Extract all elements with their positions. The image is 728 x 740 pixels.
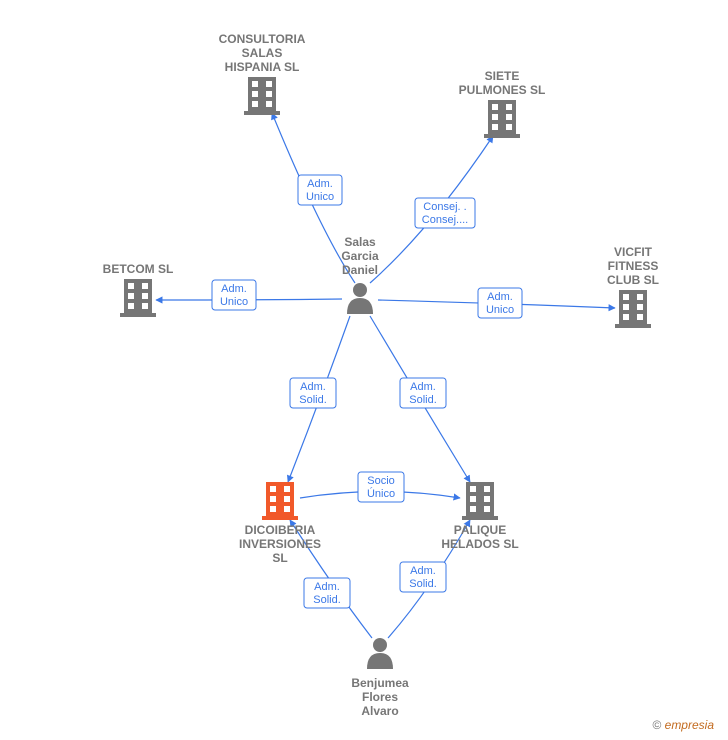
building-icon xyxy=(244,77,280,115)
node-label-salas: Daniel xyxy=(342,263,378,277)
node-label-palique: HELADOS SL xyxy=(441,537,518,551)
node-siete[interactable]: SIETEPULMONES SL xyxy=(459,69,546,138)
edge-label-salas-vicfit: Adm.Unico xyxy=(478,288,522,318)
building-icon xyxy=(462,482,498,520)
svg-text:Solid.: Solid. xyxy=(409,578,437,590)
node-label-consultoria: CONSULTORIA xyxy=(219,32,306,46)
edge-label-benjumea-palique: Adm.Solid. xyxy=(400,562,446,592)
edge-label-salas-betcom: Adm.Unico xyxy=(212,280,256,310)
building-icon xyxy=(615,290,651,328)
svg-text:Adm.: Adm. xyxy=(221,283,247,295)
svg-text:Adm.: Adm. xyxy=(487,291,513,303)
svg-text:Unico: Unico xyxy=(486,304,514,316)
node-label-salas: Salas xyxy=(344,235,376,249)
node-label-betcom: BETCOM SL xyxy=(103,262,174,276)
svg-text:Adm.: Adm. xyxy=(300,381,326,393)
edge-label-salas-consultoria: Adm.Unico xyxy=(298,175,342,205)
node-benjumea[interactable]: BenjumeaFloresAlvaro xyxy=(351,638,409,718)
svg-text:Consej. .: Consej. . xyxy=(423,201,466,213)
node-label-benjumea: Flores xyxy=(362,690,398,704)
node-label-vicfit: VICFIT xyxy=(614,245,653,259)
svg-text:Adm.: Adm. xyxy=(410,565,436,577)
node-label-dicoiberia: INVERSIONES xyxy=(239,537,321,551)
person-icon xyxy=(347,283,373,314)
copyright-brand: empresia xyxy=(665,718,714,732)
svg-text:Solid.: Solid. xyxy=(409,394,437,406)
node-consultoria[interactable]: CONSULTORIASALASHISPANIA SL xyxy=(219,32,306,115)
edge-label-salas-palique: Adm.Solid. xyxy=(400,378,446,408)
svg-text:Solid.: Solid. xyxy=(299,394,327,406)
svg-text:Adm.: Adm. xyxy=(410,381,436,393)
building-icon xyxy=(120,279,156,317)
building-icon xyxy=(262,482,298,520)
node-label-palique: PALIQUE xyxy=(454,523,506,537)
svg-text:Adm.: Adm. xyxy=(314,581,340,593)
node-label-benjumea: Alvaro xyxy=(361,704,398,718)
node-betcom[interactable]: BETCOM SL xyxy=(103,262,174,317)
building-icon xyxy=(484,100,520,138)
node-label-dicoiberia: DICOIBERIA xyxy=(245,523,316,537)
edge-label-salas-siete: Consej. .Consej.... xyxy=(415,198,475,228)
node-label-benjumea: Benjumea xyxy=(351,676,409,690)
svg-text:Único: Único xyxy=(367,487,395,500)
svg-text:Unico: Unico xyxy=(306,191,334,203)
edge-label-salas-dicoiberia: Adm.Solid. xyxy=(290,378,336,408)
edge-label-dicoiberia-palique: SocioÚnico xyxy=(358,472,404,502)
edge-label-benjumea-dicoiberia: Adm.Solid. xyxy=(304,578,350,608)
svg-text:Consej....: Consej.... xyxy=(422,214,468,226)
node-dicoiberia[interactable]: DICOIBERIAINVERSIONESSL xyxy=(239,482,321,565)
copyright-symbol: © xyxy=(652,718,661,732)
svg-text:Solid.: Solid. xyxy=(313,594,341,606)
node-label-siete: SIETE xyxy=(485,69,520,83)
node-label-vicfit: FITNESS xyxy=(608,259,659,273)
svg-text:Socio: Socio xyxy=(367,475,395,487)
node-label-consultoria: HISPANIA SL xyxy=(225,60,300,74)
person-icon xyxy=(367,638,393,669)
node-salas[interactable]: SalasGarciaDaniel xyxy=(341,235,379,314)
node-label-vicfit: CLUB SL xyxy=(607,273,659,287)
node-label-consultoria: SALAS xyxy=(242,46,283,60)
svg-text:Unico: Unico xyxy=(220,296,248,308)
svg-text:Adm.: Adm. xyxy=(307,178,333,190)
node-label-siete: PULMONES SL xyxy=(459,83,546,97)
node-label-salas: Garcia xyxy=(341,249,379,263)
node-palique[interactable]: PALIQUEHELADOS SL xyxy=(441,482,518,551)
node-label-dicoiberia: SL xyxy=(272,551,287,565)
network-diagram: Adm.UnicoConsej. .Consej....Adm.UnicoAdm… xyxy=(0,0,728,740)
node-vicfit[interactable]: VICFITFITNESSCLUB SL xyxy=(607,245,659,328)
copyright: © empresia xyxy=(652,718,714,732)
